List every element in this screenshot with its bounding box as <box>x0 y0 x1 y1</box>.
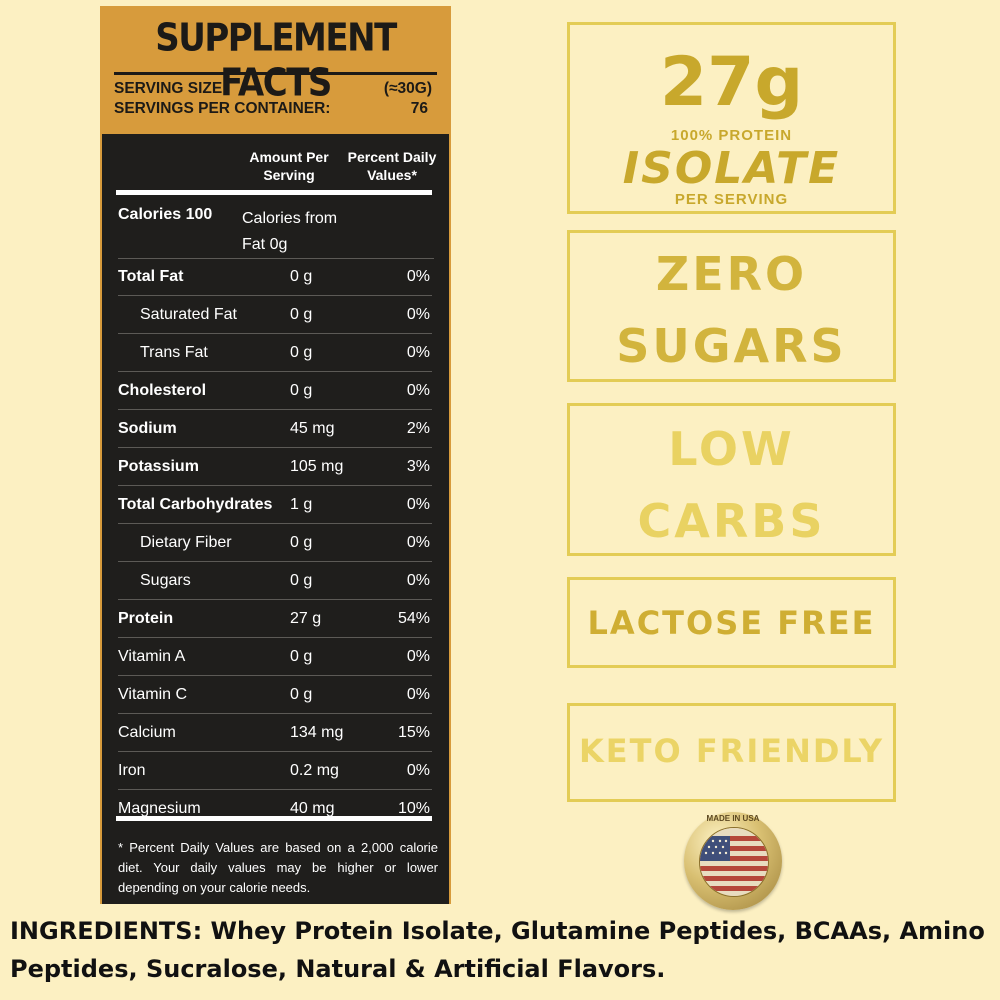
serving-size-row: SERVING SIZE: (≈30G) <box>114 80 436 98</box>
nutrient-pdv: 0% <box>406 534 430 551</box>
nutrient-pdv: 54% <box>397 610 430 627</box>
nutrient-amount: 0 g <box>290 268 313 285</box>
lactose-free-badge: LACTOSE FREE <box>567 577 896 668</box>
nutrient-name: Sodium <box>118 420 177 437</box>
carbs-text: CARBS <box>637 494 826 548</box>
nutrient-name: Trans Fat <box>140 344 208 361</box>
protein-isolate-badge: 27g 100% PROTEIN ISOLATE PER SERVING <box>567 22 896 214</box>
nutrient-row: Total Carbohydrates 1 g 0% <box>118 486 432 524</box>
nutrient-pdv: 15% <box>397 724 430 741</box>
nutrient-pdv: 0% <box>406 306 430 323</box>
nutrient-amount: 0 g <box>290 572 313 589</box>
nutrient-row: Dietary Fiber 0 g 0% <box>118 524 432 562</box>
nutrient-amount: 0 g <box>290 306 313 323</box>
nutrient-amount: 0.2 mg <box>290 762 339 779</box>
daily-values-footnote: * Percent Daily Values are based on a 2,… <box>118 840 438 895</box>
nutrient-amount: 0 g <box>290 648 313 665</box>
low-carbs-badge: LOW CARBS <box>567 403 896 556</box>
nutrient-row: Magnesium 40 mg 10% <box>118 790 432 827</box>
lactose-free-text: LACTOSE FREE <box>587 604 876 642</box>
servings-label: SERVINGS PER CONTAINER: <box>114 100 331 117</box>
calories-from-fat: Calories from Fat 0g <box>242 210 338 253</box>
header-divider <box>116 190 432 195</box>
nutrient-name: Vitamin C <box>118 686 188 703</box>
nutrient-amount: 134 mg <box>290 724 344 741</box>
nutrient-row: Saturated Fat 0 g 0% <box>118 296 432 334</box>
nutrient-amount: 40 mg <box>290 800 335 817</box>
nutrient-name: Magnesium <box>118 800 201 817</box>
amount-per-serving-header: Amount Per Serving <box>249 149 329 183</box>
per-serving-text: PER SERVING <box>674 191 789 208</box>
nutrient-rows: Total Fat 0 g 0% Saturated Fat 0 g 0% Trans … <box>118 258 432 827</box>
nutrient-name: Protein <box>118 610 174 627</box>
nutrient-pdv: 0% <box>406 382 430 399</box>
footer-divider <box>116 816 432 821</box>
servings-value: 76 <box>410 100 428 117</box>
nutrient-row: Potassium 105 mg 3% <box>118 448 432 486</box>
servings-per-container-row: SERVINGS PER CONTAINER: 76 <box>114 100 436 118</box>
zero-sugars-badge: ZERO SUGARS <box>567 230 896 382</box>
sugars-text: SUGARS <box>616 319 847 373</box>
flag-graphic <box>700 828 768 896</box>
nutrient-amount: 1 g <box>290 496 313 513</box>
serving-size-value: (≈30G) <box>383 80 432 97</box>
nutrient-amount: 105 mg <box>290 458 344 475</box>
nutrient-name: Dietary Fiber <box>140 534 232 551</box>
title-divider <box>114 72 437 75</box>
nutrient-row: Sodium 45 mg 2% <box>118 410 432 448</box>
made-in-usa-seal-icon: MADE IN USA <box>684 812 782 910</box>
nutrient-amount: 0 g <box>290 686 313 703</box>
nutrient-pdv: 0% <box>406 762 430 779</box>
nutrient-name: Total Fat <box>118 268 184 285</box>
protein-amount: 27g <box>659 43 804 122</box>
ingredients-text: INGREDIENTS: Whey Protein Isolate, Gluta… <box>10 917 985 983</box>
nutrient-pdv: 0% <box>406 268 430 285</box>
nutrient-amount: 0 g <box>290 382 313 399</box>
nutrient-amount: 27 g <box>290 610 322 627</box>
serving-size-label: SERVING SIZE: <box>114 80 228 97</box>
nutrient-pdv: 2% <box>406 420 430 437</box>
nutrient-amount: 45 mg <box>290 420 335 437</box>
nutrient-row: Vitamin C 0 g 0% <box>118 676 432 714</box>
nutrient-row: Sugars 0 g 0% <box>118 562 432 600</box>
nutrient-name: Total Carbohydrates <box>118 496 273 513</box>
us-flag-icon <box>699 827 769 897</box>
nutrient-pdv: 0% <box>406 496 430 513</box>
nutrient-pdv: 10% <box>397 800 430 817</box>
keto-friendly-text: KETO FRIENDLY <box>578 732 884 770</box>
low-text: LOW <box>668 422 795 476</box>
zero-text: ZERO <box>655 247 808 301</box>
nutrient-pdv: 0% <box>406 686 430 703</box>
calories-label: Calories 100 <box>118 206 213 223</box>
nutrient-pdv: 0% <box>406 648 430 665</box>
nutrient-name: Calcium <box>118 724 176 741</box>
nutrient-row: Calcium 134 mg 15% <box>118 714 432 752</box>
nutrient-amount: 0 g <box>290 344 313 361</box>
nutrient-row: Cholesterol 0 g 0% <box>118 372 432 410</box>
facts-table: Amount Per Serving Percent Daily Values*… <box>102 134 449 904</box>
nutrient-name: Vitamin A <box>118 648 186 665</box>
nutrient-row: Protein 27 g 54% <box>118 600 432 638</box>
percent-daily-values-header: Percent Daily Values* <box>347 149 437 183</box>
nutrient-pdv: 0% <box>406 344 430 361</box>
seal-text: MADE IN USA <box>706 814 760 823</box>
nutrient-name: Sugars <box>140 572 191 589</box>
nutrient-amount: 0 g <box>290 534 313 551</box>
nutrient-row: Trans Fat 0 g 0% <box>118 334 432 372</box>
nutrient-pdv: 3% <box>406 458 430 475</box>
nutrient-name: Iron <box>118 762 146 779</box>
keto-friendly-badge: KETO FRIENDLY <box>567 703 896 802</box>
nutrient-row: Total Fat 0 g 0% <box>118 258 432 296</box>
nutrient-name: Potassium <box>118 458 199 475</box>
nutrient-row: Vitamin A 0 g 0% <box>118 638 432 676</box>
calories-row: Calories 100 Calories from Fat 0g <box>118 196 434 259</box>
facts-title: SUPPLEMENT FACTS <box>155 16 397 106</box>
protein-line: 100% PROTEIN <box>670 127 793 144</box>
isolate-text: ISOLATE <box>622 143 841 194</box>
nutrient-name: Cholesterol <box>118 382 207 399</box>
nutrient-name: Saturated Fat <box>140 306 237 323</box>
supplement-facts-panel: SUPPLEMENT FACTS SERVING SIZE: (≈30G) SE… <box>100 6 451 904</box>
nutrient-pdv: 0% <box>406 572 430 589</box>
nutrient-row: Iron 0.2 mg 0% <box>118 752 432 790</box>
